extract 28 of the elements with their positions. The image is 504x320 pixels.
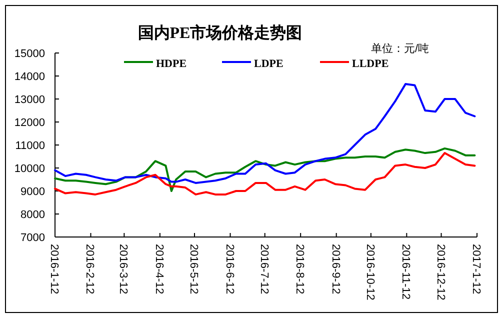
legend-label: LLDPE (352, 58, 389, 70)
x-tick-label: 2017-1-12 (470, 244, 482, 294)
x-tick-label: 2016-5-12 (188, 244, 200, 294)
line-series (54, 83, 476, 184)
x-tick-label: 2016-8-12 (294, 244, 306, 294)
x-tick-label: 2016-1-12 (48, 244, 60, 294)
y-tick-label: 9000 (20, 186, 45, 198)
y-tick-label: 10000 (14, 163, 45, 175)
y-tick-label: 15000 (14, 48, 45, 60)
y-tick-label: 14000 (14, 71, 45, 83)
legend-label: LDPE (254, 58, 284, 70)
x-tick-label: 2016-6-12 (223, 244, 236, 294)
x-tick-label: 2016-10-12 (364, 244, 376, 300)
x-tick-label: 2016-3-12 (117, 244, 130, 294)
x-tick-label: 2016-11-12 (400, 244, 412, 300)
y-tick-label: 11000 (15, 140, 45, 152)
y-tick-label: 8000 (20, 209, 45, 221)
y-tick-label: 7000 (20, 232, 45, 244)
annotation: 单位：元/吨 (370, 42, 430, 55)
y-tick-label: 13000 (14, 94, 45, 106)
x-tick-label: 2016-12-12 (434, 244, 446, 300)
x-tick-label: 2016-2-12 (84, 244, 96, 294)
chart-title: 国内PE市场价格走势图 (138, 24, 302, 42)
x-tick-label: 2016-4-12 (152, 244, 165, 294)
y-tick-label: 12000 (14, 117, 45, 129)
x-tick-label: 2016-9-12 (329, 244, 342, 294)
x-tick-label: 2016-7-12 (258, 244, 270, 294)
legend-label: HDPE (156, 58, 187, 70)
